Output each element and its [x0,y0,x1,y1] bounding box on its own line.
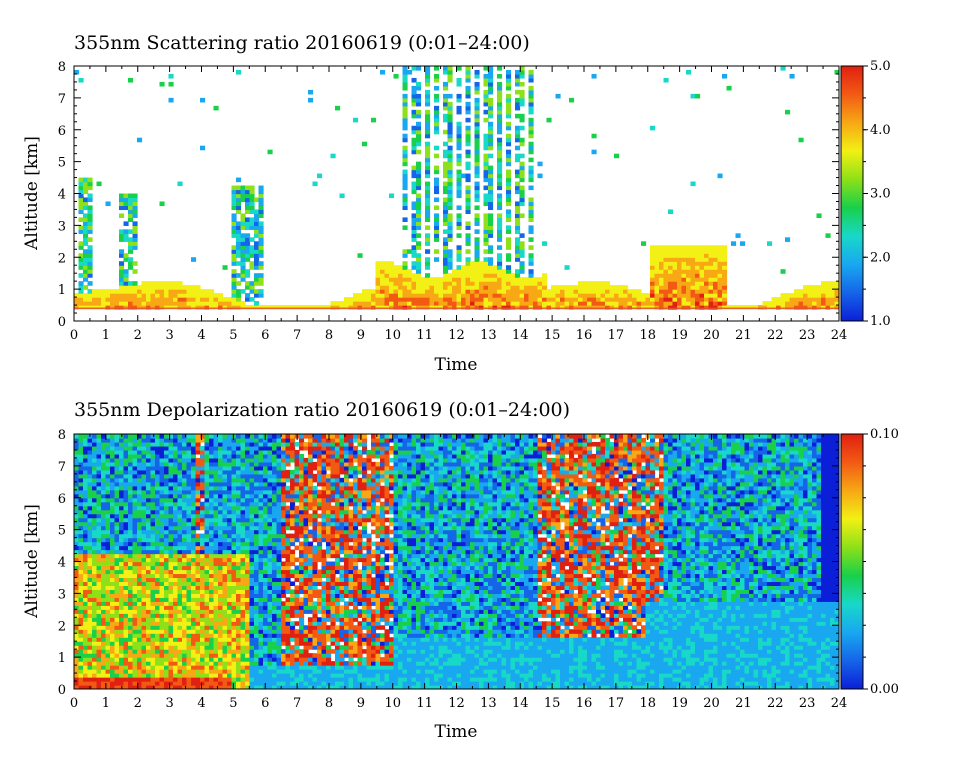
scattering-ratio-plot-area [73,65,840,322]
y-tick-label: 3 [58,587,66,602]
x-tick-label: 7 [293,328,301,343]
colorbar-label: 3.0 [870,187,891,202]
colorbar-gradient [840,65,864,322]
x-tick-label: 13 [480,696,497,711]
scattering-ratio-y-axis: 0 1 2 3 4 5 6 7 8 [58,60,839,330]
x-tick-label: 22 [767,328,784,343]
y-tick-label: 5 [58,156,66,171]
x-tick-label: 0 [70,328,78,343]
y-tick-label: 1 [58,283,66,298]
x-tick-label: 23 [799,328,816,343]
x-tick-label: 5 [229,696,237,711]
x-tick-label: 22 [767,696,784,711]
y-tick-label: 8 [58,428,66,443]
x-tick-label: 9 [357,328,365,343]
x-tick-label: 8 [325,328,333,343]
scattering-ratio-panel: 355nm Scattering ratio 20160619 (0:01–24… [22,32,891,375]
y-tick-label: 0 [58,315,66,330]
x-tick-label: 20 [703,696,720,711]
colorbar-label: 5.0 [870,59,891,74]
x-tick-label: 20 [703,328,720,343]
colorbar-label: 2.0 [870,250,891,265]
x-tick-label: 0 [70,696,78,711]
x-tick-label: 11 [416,328,433,343]
y-tick-label: 6 [58,124,66,139]
depolarization-ratio-x-label: Time [435,722,478,742]
x-tick-label: 8 [325,696,333,711]
heatmap-cells [74,434,839,689]
x-tick-label: 15 [544,696,561,711]
scattering-ratio-x-axis: 0 1 2 3 4 5 6 7 8 9 10 11 12 13 14 15 16 17 18 19 20 21 22 23 24 [70,66,847,343]
x-tick-label: 13 [480,328,497,343]
x-tick-label: 10 [384,696,401,711]
y-tick-label: 1 [58,651,66,666]
x-tick-label: 21 [735,328,752,343]
x-tick-label: 4 [197,328,205,343]
x-tick-label: 16 [576,696,593,711]
scattering-ratio-colorbar: 5.0 4.0 3.0 2.0 1.0 [840,59,891,329]
x-tick-label: 16 [576,328,593,343]
y-tick-label: 5 [58,524,66,539]
y-tick-label: 4 [58,188,66,203]
x-tick-label: 2 [134,328,142,343]
x-tick-label: 24 [831,328,848,343]
x-tick-label: 1 [102,328,110,343]
y-tick-label: 7 [58,92,66,107]
depolarization-ratio-y-label: Altitude [km] [22,504,42,619]
depolarization-ratio-colorbar: 0.10 0.00 [840,427,899,697]
depolarization-ratio-panel: 355nm Depolarization ratio 20160619 (0:0… [22,399,899,742]
y-tick-label: 7 [58,460,66,475]
colorbar-label: 1.0 [870,314,891,329]
x-tick-label: 12 [448,328,465,343]
depolarization-ratio-plot-area [73,433,840,690]
y-tick-label: 0 [58,683,66,698]
x-tick-label: 23 [799,696,816,711]
x-tick-label: 2 [134,696,142,711]
x-tick-label: 18 [639,328,656,343]
y-tick-label: 2 [58,251,66,266]
x-tick-label: 9 [357,696,365,711]
y-tick-label: 6 [58,492,66,507]
y-tick-label: 4 [58,556,66,571]
x-tick-label: 17 [608,328,625,343]
x-tick-label: 7 [293,696,301,711]
x-tick-label: 11 [416,696,433,711]
x-tick-label: 14 [512,696,529,711]
scattering-ratio-x-label: Time [435,355,478,375]
x-tick-label: 15 [544,328,561,343]
y-tick-label: 3 [58,219,66,234]
scattering-ratio-field [74,66,839,310]
x-tick-label: 1 [102,696,110,711]
colorbar-gradient [840,433,864,690]
colorbar-label: 0.00 [870,682,899,697]
x-tick-label: 10 [384,328,401,343]
scattering-ratio-title: 355nm Scattering ratio 20160619 (0:01–24… [74,32,530,54]
x-tick-label: 6 [261,328,269,343]
x-tick-label: 4 [197,696,205,711]
x-tick-label: 6 [261,696,269,711]
x-tick-label: 14 [512,328,529,343]
x-tick-label: 21 [735,696,752,711]
y-tick-label: 8 [58,60,66,75]
y-tick-label: 2 [58,619,66,634]
depolarization-ratio-title: 355nm Depolarization ratio 20160619 (0:0… [74,399,570,421]
x-tick-label: 24 [831,696,848,711]
x-tick-label: 12 [448,696,465,711]
x-tick-label: 18 [639,696,656,711]
x-tick-label: 19 [671,328,688,343]
x-tick-label: 17 [608,696,625,711]
x-tick-label: 5 [229,328,237,343]
colorbar-label: 4.0 [870,123,891,138]
depolarization-ratio-field [74,434,839,689]
heatmap-cells [74,66,839,310]
colorbar-label: 0.10 [870,427,899,442]
x-tick-label: 19 [671,696,688,711]
x-tick-label: 3 [165,696,173,711]
scattering-ratio-y-label: Altitude [km] [22,136,42,251]
depolarization-ratio-x-axis: 0 1 2 3 4 5 6 7 8 9 10 11 12 13 14 15 16 17 18 19 20 21 22 23 24 [70,434,847,711]
x-tick-label: 3 [165,328,173,343]
depolarization-ratio-y-axis: 0 1 2 3 4 5 6 7 8 [58,428,839,698]
